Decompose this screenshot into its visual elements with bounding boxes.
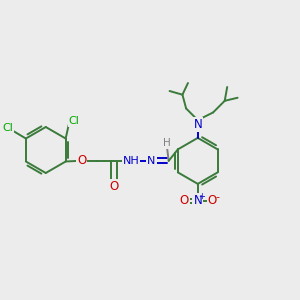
Text: Cl: Cl (69, 116, 80, 126)
Text: Cl: Cl (2, 123, 13, 133)
Text: H: H (163, 138, 171, 148)
Text: O: O (110, 180, 119, 193)
Text: N: N (194, 194, 202, 207)
Text: O: O (179, 194, 189, 207)
Text: -: - (216, 192, 220, 202)
Text: NH: NH (123, 156, 139, 166)
Text: O: O (77, 154, 86, 167)
Text: +: + (198, 192, 205, 201)
Text: N: N (194, 118, 202, 130)
Text: O: O (208, 194, 217, 207)
Text: N: N (147, 156, 156, 166)
